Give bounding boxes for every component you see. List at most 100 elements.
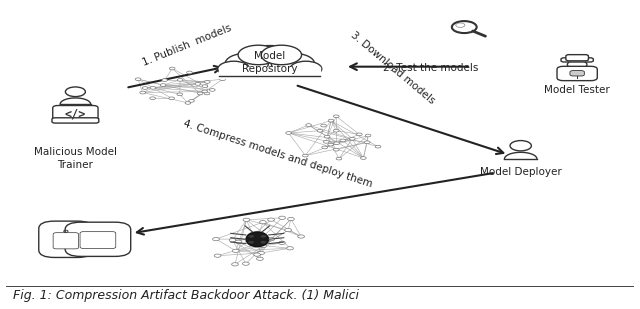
- Circle shape: [321, 124, 326, 127]
- Circle shape: [65, 87, 85, 97]
- Circle shape: [328, 143, 333, 146]
- Text: </>: </>: [65, 107, 86, 120]
- Circle shape: [322, 146, 328, 149]
- Circle shape: [225, 53, 268, 74]
- Circle shape: [189, 99, 195, 102]
- Circle shape: [279, 216, 285, 219]
- FancyBboxPatch shape: [557, 66, 597, 81]
- FancyBboxPatch shape: [65, 222, 131, 256]
- Circle shape: [324, 135, 330, 138]
- Text: Model Deployer: Model Deployer: [480, 167, 561, 177]
- Circle shape: [510, 141, 531, 151]
- Circle shape: [375, 145, 381, 148]
- Circle shape: [298, 235, 305, 238]
- Circle shape: [333, 148, 339, 151]
- FancyBboxPatch shape: [39, 221, 93, 257]
- Circle shape: [333, 115, 339, 118]
- Circle shape: [214, 254, 221, 257]
- Circle shape: [290, 61, 322, 77]
- Circle shape: [140, 91, 145, 94]
- Circle shape: [365, 134, 371, 137]
- Circle shape: [243, 262, 249, 265]
- Circle shape: [177, 93, 182, 96]
- Circle shape: [287, 247, 293, 250]
- Circle shape: [162, 79, 168, 82]
- Circle shape: [261, 45, 301, 65]
- Ellipse shape: [246, 232, 269, 247]
- Circle shape: [287, 218, 294, 221]
- Circle shape: [232, 263, 238, 266]
- Circle shape: [360, 157, 366, 159]
- Circle shape: [257, 257, 263, 260]
- Circle shape: [260, 241, 266, 243]
- Circle shape: [271, 53, 314, 74]
- Circle shape: [205, 81, 210, 83]
- Text: Model
Repository: Model Repository: [242, 51, 298, 74]
- Circle shape: [170, 67, 175, 70]
- Circle shape: [317, 129, 323, 132]
- Circle shape: [248, 235, 254, 238]
- Circle shape: [268, 218, 275, 221]
- Circle shape: [197, 92, 203, 95]
- Circle shape: [142, 87, 148, 89]
- Circle shape: [187, 71, 192, 74]
- Circle shape: [349, 138, 355, 140]
- Text: 1. Publish  models: 1. Publish models: [141, 23, 234, 68]
- Circle shape: [252, 243, 259, 247]
- Circle shape: [177, 78, 183, 81]
- Circle shape: [195, 83, 200, 85]
- Circle shape: [135, 78, 141, 81]
- Circle shape: [303, 154, 308, 157]
- Circle shape: [285, 132, 291, 134]
- Circle shape: [306, 124, 312, 126]
- Circle shape: [235, 240, 242, 243]
- Circle shape: [333, 129, 339, 132]
- Text: Model Tester: Model Tester: [544, 85, 610, 95]
- FancyBboxPatch shape: [570, 70, 584, 76]
- FancyBboxPatch shape: [52, 105, 98, 122]
- Circle shape: [150, 87, 156, 89]
- Circle shape: [364, 141, 370, 144]
- Circle shape: [204, 92, 210, 95]
- Circle shape: [260, 244, 266, 248]
- Circle shape: [239, 45, 300, 75]
- Circle shape: [285, 228, 291, 232]
- FancyBboxPatch shape: [561, 58, 593, 62]
- Circle shape: [202, 90, 207, 93]
- Circle shape: [212, 238, 220, 241]
- Circle shape: [253, 253, 260, 256]
- Circle shape: [356, 133, 362, 136]
- Circle shape: [278, 241, 285, 244]
- Text: 4. Compress models and deploy them: 4. Compress models and deploy them: [182, 119, 374, 189]
- Text: Fig. 1: Compression Artifact Backdoor Attack. (1) Malici: Fig. 1: Compression Artifact Backdoor At…: [13, 289, 358, 302]
- Circle shape: [202, 85, 208, 87]
- Polygon shape: [60, 98, 91, 104]
- Circle shape: [243, 218, 250, 222]
- Circle shape: [260, 221, 266, 224]
- Circle shape: [323, 141, 329, 143]
- Text: 2. Test the models: 2. Test the models: [383, 63, 478, 73]
- Circle shape: [169, 97, 175, 100]
- Circle shape: [260, 235, 266, 238]
- Circle shape: [334, 142, 339, 145]
- Circle shape: [209, 89, 215, 91]
- FancyBboxPatch shape: [566, 55, 588, 61]
- Circle shape: [340, 139, 346, 142]
- Polygon shape: [504, 152, 537, 159]
- Circle shape: [232, 249, 239, 252]
- FancyBboxPatch shape: [53, 233, 79, 249]
- Circle shape: [568, 60, 587, 69]
- Circle shape: [248, 241, 254, 243]
- Text: 3. Download models: 3. Download models: [348, 30, 436, 106]
- Text: Malicious Model
Trainer: Malicious Model Trainer: [34, 147, 117, 170]
- FancyBboxPatch shape: [52, 118, 99, 123]
- FancyBboxPatch shape: [80, 232, 116, 248]
- Circle shape: [220, 78, 225, 81]
- Circle shape: [258, 251, 264, 255]
- Polygon shape: [220, 67, 320, 78]
- Circle shape: [185, 102, 191, 104]
- Circle shape: [160, 84, 166, 87]
- Circle shape: [328, 119, 334, 122]
- Circle shape: [218, 61, 250, 77]
- Circle shape: [336, 157, 342, 160]
